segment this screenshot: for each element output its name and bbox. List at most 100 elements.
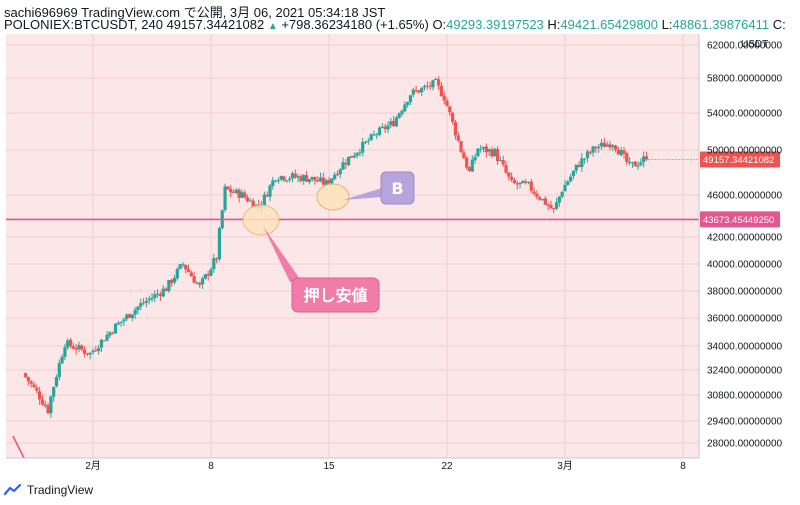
candle-body: [198, 282, 202, 285]
candle-body: [192, 276, 196, 283]
candle-body: [38, 391, 42, 400]
candle-body: [400, 110, 404, 115]
candle-body: [302, 175, 306, 181]
candle-body: [439, 85, 443, 97]
candle-body: [498, 160, 502, 162]
candle-body: [102, 340, 106, 342]
pullback-low-ellipse[interactable]: [242, 204, 280, 236]
candle-body: [184, 264, 188, 270]
candle-body: [394, 117, 399, 127]
candle-body: [372, 134, 376, 136]
candle-body: [490, 149, 494, 157]
candle-body: [619, 150, 623, 156]
candle-body: [349, 155, 354, 158]
candle-body: [333, 174, 337, 180]
candle-body: [425, 85, 429, 87]
candle-body: [580, 158, 584, 168]
candle-body: [484, 146, 488, 153]
candle-body: [206, 273, 210, 276]
candle-body: [434, 79, 438, 81]
candle-body: [417, 90, 421, 93]
candle-body: [639, 162, 643, 166]
price-chart[interactable]: 43673.45449250 49157.34421082 B 押し安値 62000.…: [0, 0, 800, 476]
candle-body: [481, 146, 486, 149]
last-price-tag-label: 49157.34421082: [703, 155, 774, 166]
candle-body: [288, 178, 292, 180]
candle-body: [422, 86, 427, 88]
tradingview-brand[interactable]: TradingView: [4, 483, 93, 497]
candle-body: [355, 152, 359, 156]
candle-body: [265, 194, 269, 197]
candle-body: [153, 294, 157, 298]
candle-body: [324, 180, 328, 185]
callout-b-box[interactable]: [380, 171, 415, 205]
candle-body: [557, 196, 561, 203]
candle-body: [363, 141, 368, 143]
candle-body: [310, 176, 314, 180]
candle-body: [361, 141, 365, 153]
candle-body: [451, 112, 455, 122]
x-tick-label: 22: [441, 461, 453, 472]
candle-body: [408, 95, 413, 103]
candle-body: [453, 121, 458, 136]
pullback-ellipse-b[interactable]: [316, 183, 350, 211]
candle-body: [532, 191, 536, 194]
candle-body: [290, 173, 295, 179]
callout-push-box[interactable]: [291, 277, 380, 313]
support-price-tag-label: 43673.45449250: [703, 215, 774, 226]
candle-body: [139, 303, 143, 307]
candle-body: [521, 180, 525, 184]
candle-body: [116, 322, 120, 325]
candle-body: [136, 306, 140, 310]
candle-body: [167, 280, 171, 292]
candle-body: [271, 180, 275, 187]
y-tick-label: 50000.00000000: [707, 146, 783, 157]
y-tick-label: 58000.00000000: [707, 74, 783, 85]
candle-body: [88, 352, 92, 355]
candle-body: [549, 204, 553, 209]
candle-body: [411, 89, 415, 95]
candle-body: [63, 347, 67, 357]
chart-plot-background[interactable]: [6, 34, 699, 458]
candle-body: [57, 363, 61, 378]
candle-body: [392, 120, 396, 127]
candle-body: [105, 334, 109, 341]
axes: 62000.00000000 58000.00000000 54000.000000…: [6, 34, 783, 472]
candle-body: [543, 198, 547, 205]
candle-body: [518, 182, 522, 184]
candle-body: [240, 192, 244, 198]
candle-body: [504, 165, 508, 173]
candle-body: [212, 258, 216, 270]
annotation-layer[interactable]: 43673.45449250 49157.34421082 B 押し安値: [6, 151, 780, 459]
candle-body: [377, 127, 382, 135]
y-tick-label: 38000.00000000: [707, 287, 783, 298]
candle-body: [493, 148, 497, 157]
candle-body: [594, 147, 598, 149]
callout-push-label: 押し安値: [303, 286, 367, 305]
symbol-name[interactable]: POLONIEX:BTCUSDT, 240: [4, 17, 163, 32]
candle-body: [591, 146, 595, 153]
candle-body: [91, 350, 95, 353]
y-tick-label: 62000.00000000: [707, 41, 783, 52]
candle-body: [80, 345, 84, 350]
candle-body: [209, 269, 213, 276]
candle-body: [465, 157, 469, 168]
y-tick-label: 34000.00000000: [707, 342, 783, 353]
trend-line-stub[interactable]: [12, 435, 25, 459]
candle-body: [358, 152, 362, 154]
candle-body: [217, 228, 222, 260]
candle-body: [130, 314, 134, 319]
y-tick-label: 29400.00000000: [707, 417, 783, 428]
x-tick-label: 8: [208, 461, 214, 472]
candle-body: [383, 126, 387, 130]
candle-body: [52, 386, 56, 397]
high-value: 49421.65429800: [560, 17, 659, 32]
candle-body: [141, 302, 146, 304]
candle-body: [479, 148, 483, 150]
candle-body: [226, 186, 230, 190]
candle-body: [462, 152, 466, 159]
candle-body: [625, 153, 629, 163]
symbol-legend[interactable]: POLONIEX:BTCUSDT, 240 49157.34421082 ▲ +…: [4, 17, 786, 32]
candle-body: [369, 134, 373, 141]
candle-body: [599, 142, 604, 147]
